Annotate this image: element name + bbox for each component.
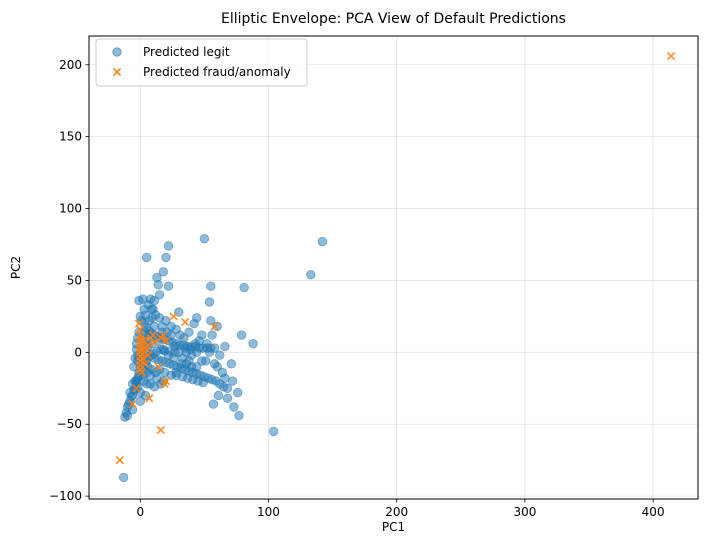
legit-point (118, 472, 129, 483)
legit-point (135, 396, 145, 406)
legit-point (198, 377, 208, 388)
legit-point (141, 252, 152, 263)
legit-point (140, 310, 151, 320)
plot-points (115, 51, 676, 483)
grid-lines (89, 36, 698, 499)
anomaly-point (154, 362, 163, 371)
legit-point (161, 252, 171, 263)
legend-box (95, 38, 308, 87)
anomaly-point (143, 351, 153, 360)
anomaly-point (145, 394, 154, 403)
anomaly-point (159, 330, 168, 340)
legit-point (147, 304, 157, 314)
anomaly-point (128, 399, 137, 409)
legit-point (125, 387, 135, 398)
anomaly-point (141, 359, 150, 369)
y-tick-label: −100 (49, 489, 82, 503)
y-tick-label: 200 (59, 58, 82, 72)
legit-point (233, 387, 243, 398)
legit-point (212, 321, 222, 332)
legit-point (171, 367, 181, 378)
legit-point (208, 399, 219, 409)
anomaly-point (161, 336, 171, 345)
legit-point (154, 313, 165, 323)
legit-point (229, 402, 239, 412)
y-tick-label: 50 (67, 273, 82, 287)
y-tick-label: −50 (57, 417, 82, 431)
anomaly-point (180, 317, 190, 327)
legit-point (222, 383, 233, 393)
legend-marker-anomaly (112, 67, 122, 77)
legit-point (202, 339, 212, 349)
anomaly-point (115, 456, 124, 465)
legit-point (170, 341, 180, 352)
legend-marker-legit (112, 47, 122, 57)
legit-point (186, 362, 197, 372)
legend-label-anomaly: Predicted fraud/anomaly (143, 65, 291, 79)
legit-point (317, 236, 328, 247)
legit-point (220, 373, 230, 383)
anomaly-point (210, 322, 219, 331)
legit-point (239, 282, 249, 293)
legit-point (163, 281, 174, 291)
anomaly-point (132, 384, 141, 393)
y-tick-label: 150 (59, 130, 82, 144)
anomaly-point (156, 425, 165, 435)
plot-area-frame (88, 35, 699, 500)
legit-point (175, 330, 185, 340)
anomaly-point (143, 340, 153, 350)
x-tick-label: 0 (136, 505, 144, 519)
legit-point (204, 347, 215, 358)
legit-point (191, 347, 202, 358)
legit-point (222, 393, 233, 404)
anomaly-point (160, 379, 169, 389)
x-tick-label: 200 (385, 505, 408, 519)
legit-point (120, 412, 130, 422)
legit-point (152, 373, 162, 383)
anomaly-point (148, 330, 158, 340)
legit-point (197, 330, 207, 340)
y-tick-label: 0 (74, 345, 82, 359)
x-tick-label: 100 (257, 505, 280, 519)
legit-point (248, 339, 258, 349)
legit-point (163, 241, 174, 251)
x-tick-label: 400 (642, 505, 665, 519)
legit-point (226, 359, 237, 369)
anomaly-point (169, 312, 178, 321)
legit-point (127, 405, 138, 415)
anomaly-point (150, 338, 159, 347)
legit-point (268, 426, 279, 437)
legit-point (153, 280, 163, 290)
x-axis-label: PC1 (382, 520, 405, 534)
anomaly-point (137, 368, 146, 377)
legit-point (306, 269, 316, 280)
legit-point (158, 267, 169, 277)
legit-point (189, 318, 199, 329)
legit-point (204, 297, 215, 307)
legit-point (149, 321, 160, 332)
legit-point (207, 330, 217, 340)
legit-point (206, 281, 216, 291)
legit-point (236, 330, 247, 340)
legend-label-legit: Predicted legit (143, 45, 230, 59)
legit-point (213, 390, 224, 401)
anomaly-point (666, 51, 676, 61)
legit-point (209, 359, 220, 369)
legit-point (220, 341, 230, 352)
chart-title: Elliptic Envelope: PCA View of Default P… (221, 11, 566, 27)
axis-ticks: 0 100 200 300 400 −100 −50 0 50 100 150 200 (49, 58, 665, 519)
x-tick-label: 300 (513, 505, 536, 519)
legend: Predicted legit Predicted fraud/anomaly (95, 38, 308, 87)
y-tick-label: 100 (59, 202, 82, 216)
legit-point (234, 410, 244, 421)
y-axis-label: PC2 (9, 256, 23, 279)
legit-point (199, 234, 210, 244)
legit-point (206, 316, 216, 326)
legit-point (215, 350, 225, 360)
